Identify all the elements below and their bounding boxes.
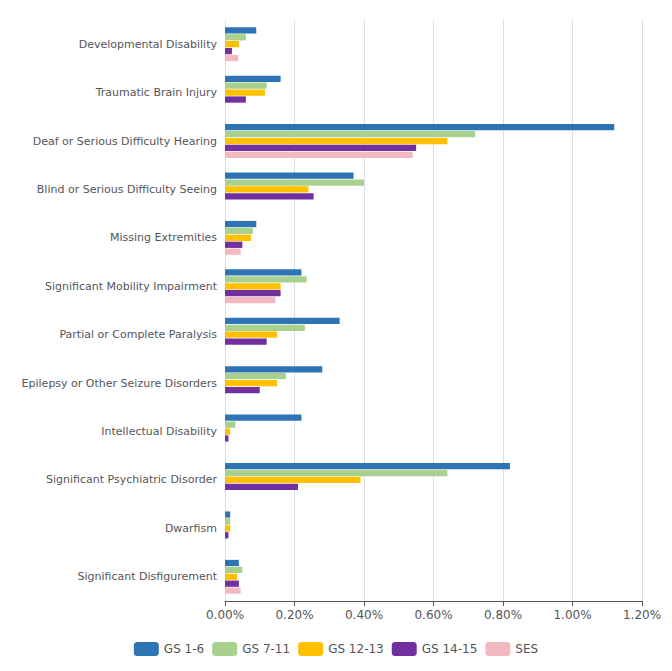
svg-text:Blind or Serious Difficulty Se: Blind or Serious Difficulty Seeing [37,183,217,196]
svg-text:GS 12-13: GS 12-13 [328,642,384,656]
svg-text:Partial or Complete Paralysis: Partial or Complete Paralysis [59,328,217,341]
svg-text:1.00%: 1.00% [553,608,591,622]
svg-text:0.80%: 0.80% [484,608,522,622]
svg-text:Traumatic Brain Injury: Traumatic Brain Injury [95,86,218,99]
svg-text:Intellectual Disability: Intellectual Disability [101,425,217,438]
svg-text:0.40%: 0.40% [345,608,383,622]
svg-text:Developmental Disability: Developmental Disability [79,38,218,51]
svg-text:0.00%: 0.00% [206,608,244,622]
svg-text:Missing Extremities: Missing Extremities [110,231,217,244]
svg-text:GS 14-15: GS 14-15 [422,642,478,656]
svg-text:Significant Mobility Impairmen: Significant Mobility Impairment [45,280,218,293]
svg-text:Epilepsy or Other Seizure Diso: Epilepsy or Other Seizure Disorders [22,377,218,390]
svg-text:Dwarfism: Dwarfism [165,522,217,535]
svg-text:Significant Psychiatric Disord: Significant Psychiatric Disorder [46,473,218,486]
svg-text:0.60%: 0.60% [414,608,452,622]
svg-text:0.20%: 0.20% [275,608,313,622]
svg-text:GS 7-11: GS 7-11 [242,642,290,656]
svg-text:GS 1-6: GS 1-6 [164,642,204,656]
svg-text:SES: SES [515,642,538,656]
svg-text:Significant Disfigurement: Significant Disfigurement [77,570,217,583]
svg-text:Deaf or Serious Difficulty Hea: Deaf or Serious Difficulty Hearing [33,135,217,148]
svg-text:1.20%: 1.20% [623,608,661,622]
